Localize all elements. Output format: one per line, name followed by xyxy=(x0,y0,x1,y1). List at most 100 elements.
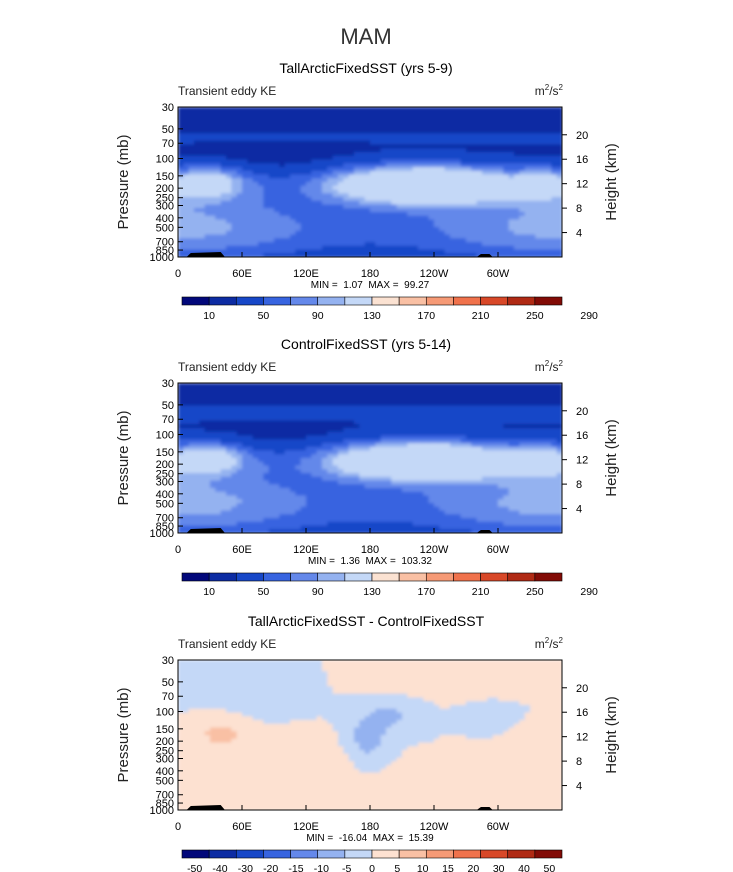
contour-cell xyxy=(492,200,499,206)
contour-cell xyxy=(284,163,291,168)
contour-cell xyxy=(231,383,238,388)
contour-cell xyxy=(386,159,393,165)
contour-cell xyxy=(359,245,366,251)
contour-cell xyxy=(354,215,361,221)
contour-cell xyxy=(226,525,233,531)
contour-cell xyxy=(428,170,435,176)
contour-cell xyxy=(295,450,302,456)
contour-cell xyxy=(199,144,206,150)
contour-cell xyxy=(524,204,531,210)
contour-cell xyxy=(535,242,542,247)
contour-cell xyxy=(556,223,563,228)
contour-cell xyxy=(444,245,451,251)
contour-cell xyxy=(178,144,185,150)
contour-cell xyxy=(423,125,430,131)
contour-cell xyxy=(476,174,483,180)
contour-cell xyxy=(215,499,222,504)
contour-cell xyxy=(396,133,403,138)
contour-cell xyxy=(551,163,558,168)
contour-cell xyxy=(231,525,238,531)
contour-cell xyxy=(487,140,494,146)
contour-cell xyxy=(306,227,313,232)
contour-cell xyxy=(498,219,505,225)
contour-cell xyxy=(263,390,270,396)
contour-cell xyxy=(284,122,291,127)
contour-cell xyxy=(434,223,441,228)
contour-cell xyxy=(242,110,249,116)
contour-cell xyxy=(551,204,558,210)
contour-cell xyxy=(434,107,441,112)
contour-cell xyxy=(274,428,281,433)
contour-cell xyxy=(332,238,339,243)
contour-cell xyxy=(343,170,350,176)
contour-cell xyxy=(242,458,249,463)
contour-cell xyxy=(354,253,361,258)
contour-cell xyxy=(247,443,254,448)
contour-cell xyxy=(354,197,361,202)
contour-cell xyxy=(354,238,361,243)
contour-cell xyxy=(188,458,195,463)
contour-cell xyxy=(455,148,462,153)
contour-cell xyxy=(327,107,334,112)
contour-cell xyxy=(348,227,355,232)
contour-cell xyxy=(460,215,467,221)
contour-cell xyxy=(450,137,457,142)
contour-cell xyxy=(524,122,531,127)
contour-cell xyxy=(204,473,211,478)
contour-cell xyxy=(236,386,243,392)
contour-cell xyxy=(428,125,435,131)
contour-cell xyxy=(391,152,398,157)
contour-cell xyxy=(370,212,377,217)
contour-cell xyxy=(295,125,302,131)
contour-cell xyxy=(284,443,291,448)
contour-cell xyxy=(236,114,243,120)
contour-cell xyxy=(428,223,435,228)
contour-cell xyxy=(423,253,430,258)
contour-cell xyxy=(503,208,510,213)
contour-cell xyxy=(194,458,201,463)
contour-cell xyxy=(343,197,350,202)
contour-cell xyxy=(274,454,281,459)
contour-cell xyxy=(487,152,494,157)
contour-cell xyxy=(322,227,329,232)
contour-cell xyxy=(524,140,531,146)
contour-cell xyxy=(215,484,222,489)
contour-cell xyxy=(311,245,318,251)
contour-cell xyxy=(530,212,537,217)
contour-cell xyxy=(332,178,339,183)
contour-cell xyxy=(476,215,483,221)
contour-cell xyxy=(423,170,430,176)
contour-cell xyxy=(295,144,302,150)
contour-cell xyxy=(359,122,366,127)
contour-cell xyxy=(354,159,361,165)
contour-cell xyxy=(322,178,329,183)
contour-cell xyxy=(450,238,457,243)
contour-cell xyxy=(204,484,211,489)
contour-cell xyxy=(290,144,297,150)
contour-cell xyxy=(295,212,302,217)
contour-cell xyxy=(183,110,190,116)
contour-cell xyxy=(434,137,441,142)
contour-cell xyxy=(247,420,254,426)
frame-mask xyxy=(170,257,570,265)
contour-cell xyxy=(396,114,403,120)
contour-cell xyxy=(252,159,259,165)
contour-cell xyxy=(402,189,409,195)
contour-cell xyxy=(332,122,339,127)
contour-cell xyxy=(343,137,350,142)
contour-cell xyxy=(434,193,441,198)
contour-cell xyxy=(252,133,259,138)
contour-cell xyxy=(311,159,318,165)
contour-cell xyxy=(258,182,265,187)
contour-cell xyxy=(258,488,265,493)
contour-cell xyxy=(332,212,339,217)
contour-cell xyxy=(412,185,419,191)
contour-cell xyxy=(295,178,302,183)
contour-cell xyxy=(236,159,243,165)
contour-cell xyxy=(439,242,446,247)
contour-cell xyxy=(327,129,334,135)
contour-cell xyxy=(487,204,494,210)
contour-cell xyxy=(178,525,185,531)
contour-cell xyxy=(327,125,334,131)
contour-cell xyxy=(194,416,201,422)
